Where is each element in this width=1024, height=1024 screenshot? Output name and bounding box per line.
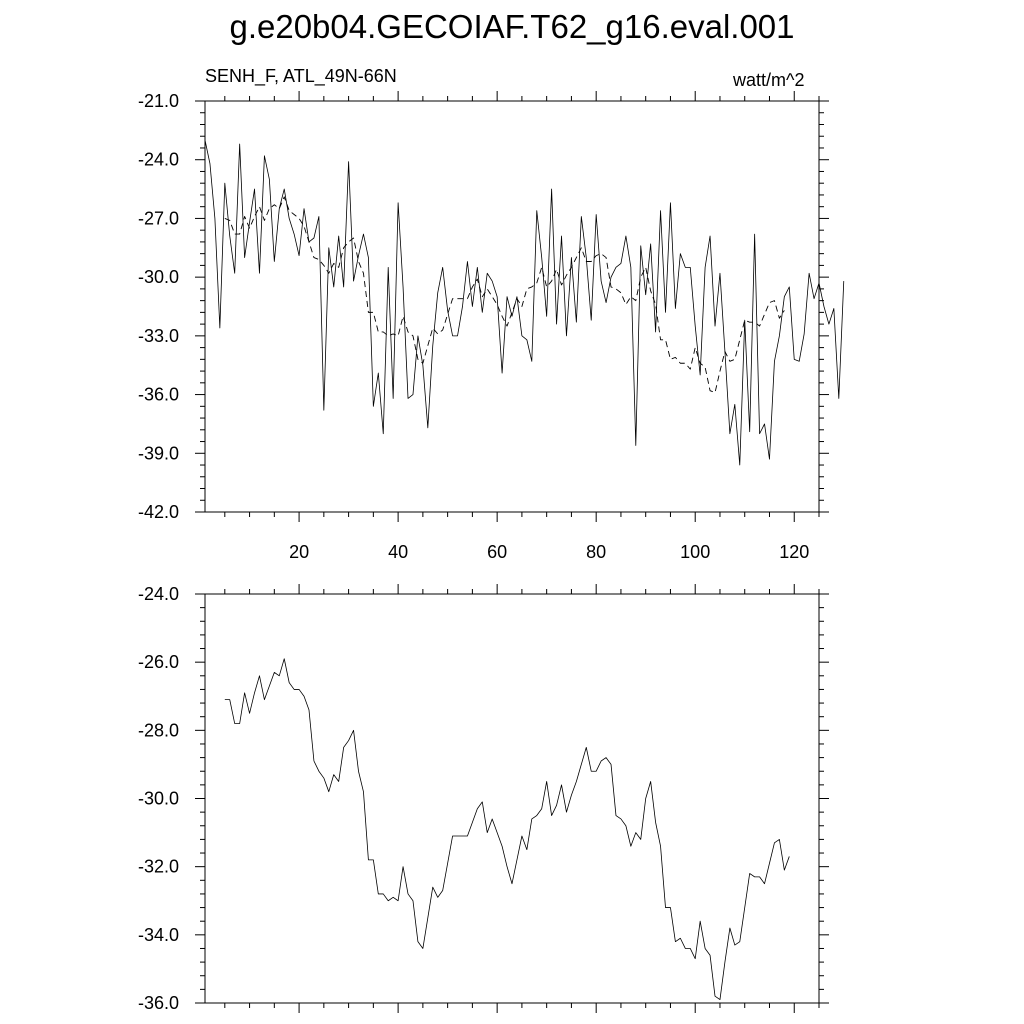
series-line-bottom-solid xyxy=(224,658,790,1000)
chart-bottom: -24.0 -26.0 -28.0 -30.0 -32.0 -34.0 -36.0 xyxy=(138,584,829,1013)
series-line-top-solid xyxy=(204,140,845,466)
x-tick-label-top: 60 xyxy=(487,542,507,562)
y-tick-label-top: -33.0 xyxy=(138,326,179,346)
x-tick-label-top: 120 xyxy=(779,542,809,562)
y-tick-label-bottom: -32.0 xyxy=(138,857,179,877)
variable-region-label: SENH_F, ATL_49N-66N xyxy=(205,66,397,86)
x-tick-label-top: 80 xyxy=(586,542,606,562)
y-tick-label-top: -39.0 xyxy=(138,443,179,463)
y-tick-label-top: -30.0 xyxy=(138,267,179,287)
x-tick-label-top: 100 xyxy=(680,542,710,562)
figure-title: g.e20b04.GECOIAF.T62_g16.eval.001 xyxy=(229,8,795,45)
x-tick-label-top: 20 xyxy=(289,542,309,562)
y-tick-label-top: -21.0 xyxy=(138,91,179,111)
plot-frame-bottom xyxy=(204,593,820,1004)
y-tick-label-top: -24.0 xyxy=(138,150,179,170)
y-tick-label-bottom: -26.0 xyxy=(138,652,179,672)
series-line-top-dashed xyxy=(224,196,785,394)
y-tick-label-bottom: -34.0 xyxy=(138,925,179,945)
y-tick-label-bottom: -36.0 xyxy=(138,993,179,1013)
y-tick-label-bottom: -28.0 xyxy=(138,720,179,740)
y-tick-label-top: -36.0 xyxy=(138,385,179,405)
chart-top: -21.0 -24.0 -27.0 -30.0 -33.0 -36.0 -39.0 -42.0… xyxy=(138,91,845,562)
y-tick-label-bottom: -30.0 xyxy=(138,789,179,809)
y-tick-label-bottom: -24.0 xyxy=(138,584,179,604)
plot-frame-top xyxy=(204,100,820,513)
x-tick-label-top: 40 xyxy=(388,542,408,562)
units-label: watt/m^2 xyxy=(733,70,805,90)
y-tick-label-top: -42.0 xyxy=(138,502,179,522)
y-tick-label-top: -27.0 xyxy=(138,208,179,228)
